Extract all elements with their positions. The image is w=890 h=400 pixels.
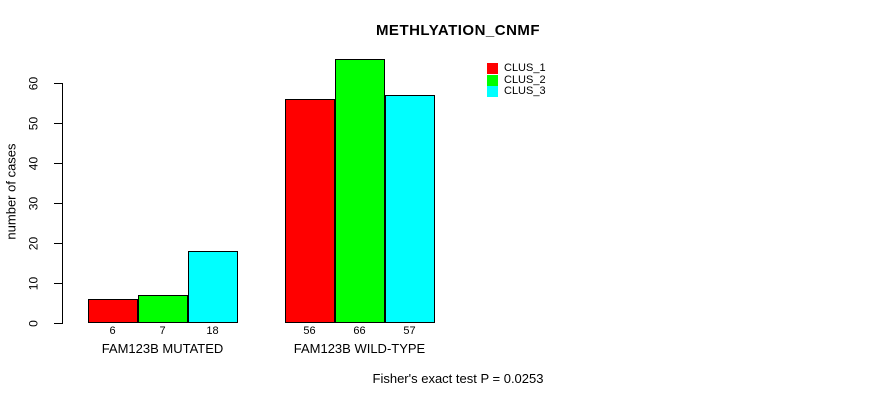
legend-entry-clus-2: CLUS_2 — [487, 73, 546, 87]
bar-clus-2-fam123b-wild-type — [334, 59, 385, 323]
y-axis-tick-30 — [54, 203, 62, 204]
y-axis-tick-20 — [54, 243, 62, 244]
y-axis-tick-50 — [54, 123, 62, 124]
y-axis-tick-10 — [54, 283, 62, 284]
legend-swatch-clus-2 — [487, 74, 498, 86]
y-axis-tick-label-30: 30 — [26, 196, 41, 210]
y-axis-tick-label-0: 0 — [26, 319, 41, 327]
legend-label-clus-1: CLUS_1 — [504, 62, 546, 75]
bar-value-label-fam123b-wild-type-clus-2: 66 — [353, 325, 366, 337]
y-axis-tick-label-40: 40 — [26, 156, 41, 170]
bar-clus-1-fam123b-wild-type — [284, 99, 335, 323]
y-axis-tick-label-10: 10 — [26, 276, 41, 290]
legend-swatch-clus-1 — [487, 63, 498, 75]
bar-clus-3-fam123b-mutated — [187, 251, 238, 323]
bar-clus-2-fam123b-mutated — [137, 295, 188, 323]
y-axis-line — [62, 83, 63, 324]
chart-title: METHLYATION_CNMF — [375, 22, 541, 39]
legend: CLUS_1 CLUS_2 CLUS_3 — [487, 63, 546, 98]
bar-value-label-fam123b-wild-type-clus-1: 56 — [303, 325, 316, 337]
bar-value-label-fam123b-mutated-clus-3: 18 — [206, 325, 219, 337]
bar-value-label-fam123b-wild-type-clus-3: 57 — [403, 325, 416, 337]
y-axis-tick-label-20: 20 — [26, 236, 41, 250]
fisher-test-caption: Fisher's exact test P = 0.0253 — [372, 371, 544, 386]
y-axis-tick-60 — [54, 83, 62, 84]
y-axis-tick-40 — [54, 163, 62, 164]
y-axis-title: number of cases — [3, 143, 19, 240]
legend-entry-clus-1: CLUS_1 — [487, 63, 546, 75]
group-label-fam123b-mutated: FAM123B MUTATED — [101, 341, 224, 356]
legend-entry-clus-3: CLUS_3 — [487, 86, 546, 98]
y-axis-tick-0 — [54, 323, 62, 324]
bar-clus-1-fam123b-mutated — [87, 299, 138, 323]
y-axis-tick-label-60: 60 — [26, 76, 41, 90]
legend-label-clus-3: CLUS_3 — [504, 85, 546, 98]
legend-label-clus-2: CLUS_2 — [504, 73, 546, 86]
legend-swatch-clus-3 — [487, 86, 498, 98]
group-label-fam123b-wild-type: FAM123B WILD-TYPE — [293, 341, 426, 356]
bar-clus-3-fam123b-wild-type — [384, 95, 435, 323]
y-axis-tick-label-50: 50 — [26, 116, 41, 130]
bar-value-label-fam123b-mutated-clus-2: 7 — [159, 325, 166, 337]
bar-value-label-fam123b-mutated-clus-1: 6 — [109, 325, 116, 337]
